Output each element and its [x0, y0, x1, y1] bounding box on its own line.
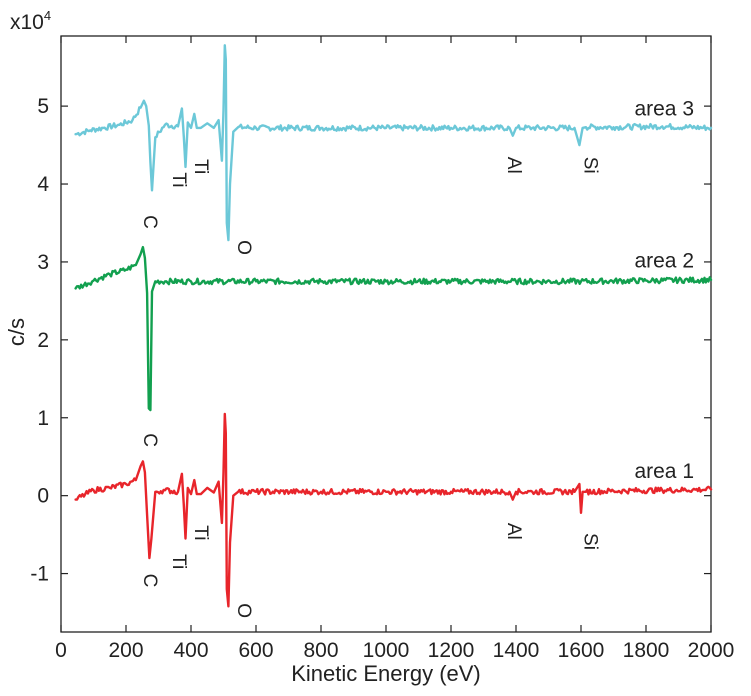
- y-tick-label: 4: [37, 173, 49, 196]
- series-line-area-1: [74, 412, 713, 608]
- peak-label: Ti: [168, 554, 189, 569]
- x-tick-label: 200: [108, 639, 143, 662]
- x-tick-label: 1400: [493, 639, 540, 662]
- peak-label: Ti: [190, 159, 211, 174]
- x-tick-label: 600: [238, 639, 273, 662]
- x-tick-label: 800: [303, 639, 338, 662]
- series-label-area-2: area 2: [634, 249, 694, 272]
- x-tick-label: 1000: [363, 639, 410, 662]
- peak-label: Ti: [190, 525, 211, 540]
- peak-label: Al: [503, 523, 524, 540]
- x-tick-label: 400: [173, 639, 208, 662]
- series-labels: area 3 area 2 area 1: [634, 97, 694, 482]
- peak-label: C: [139, 574, 160, 588]
- y-axis-title: c/s: [4, 318, 29, 346]
- y-tick-label: 2: [37, 329, 49, 352]
- series-label-area-3: area 3: [634, 97, 694, 120]
- x-tick-label: 1200: [428, 639, 475, 662]
- peak-label: O: [233, 240, 254, 255]
- y-tick-label: -1: [30, 563, 49, 586]
- y-axis: -1 0 1 2 3 4 5: [30, 95, 711, 586]
- x-tick-label: 1600: [558, 639, 605, 662]
- peak-label: Al: [503, 157, 524, 174]
- series-label-area-1: area 1: [634, 460, 694, 483]
- x-tick-label: 0: [55, 639, 67, 662]
- y-tick-label: 1: [37, 407, 49, 430]
- peak-label: O: [233, 603, 254, 618]
- peak-label: Si: [579, 533, 600, 550]
- x-tick-label: 2000: [688, 639, 735, 662]
- x-tick-label: 1800: [623, 639, 670, 662]
- series-line-area-2: [74, 245, 713, 412]
- x-axis-title: Kinetic Energy (eV): [291, 661, 481, 686]
- peak-label: C: [139, 215, 160, 229]
- series-line-area-3: [74, 44, 713, 242]
- peak-label: C: [139, 433, 160, 447]
- y-tick-label: 3: [37, 251, 49, 274]
- y-tick-label: 5: [37, 95, 49, 118]
- y-multiplier-label: x104: [10, 8, 51, 34]
- peak-label: Si: [579, 157, 600, 174]
- x-axis: 0 200 400 600 800 1000 1200 1400 1600 1800 2000: [55, 36, 734, 662]
- y-tick-label: 0: [37, 485, 49, 508]
- series-group: [74, 44, 713, 608]
- peak-label: Ti: [168, 172, 189, 187]
